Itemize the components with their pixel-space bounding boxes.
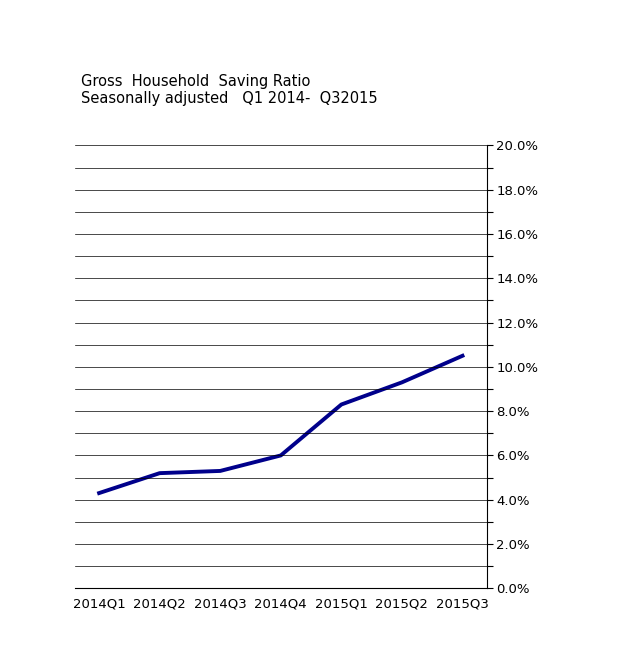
- Text: Seasonally adjusted   Q1 2014-  Q32015: Seasonally adjusted Q1 2014- Q32015: [81, 91, 378, 106]
- Text: Gross  Household  Saving Ratio: Gross Household Saving Ratio: [81, 74, 311, 89]
